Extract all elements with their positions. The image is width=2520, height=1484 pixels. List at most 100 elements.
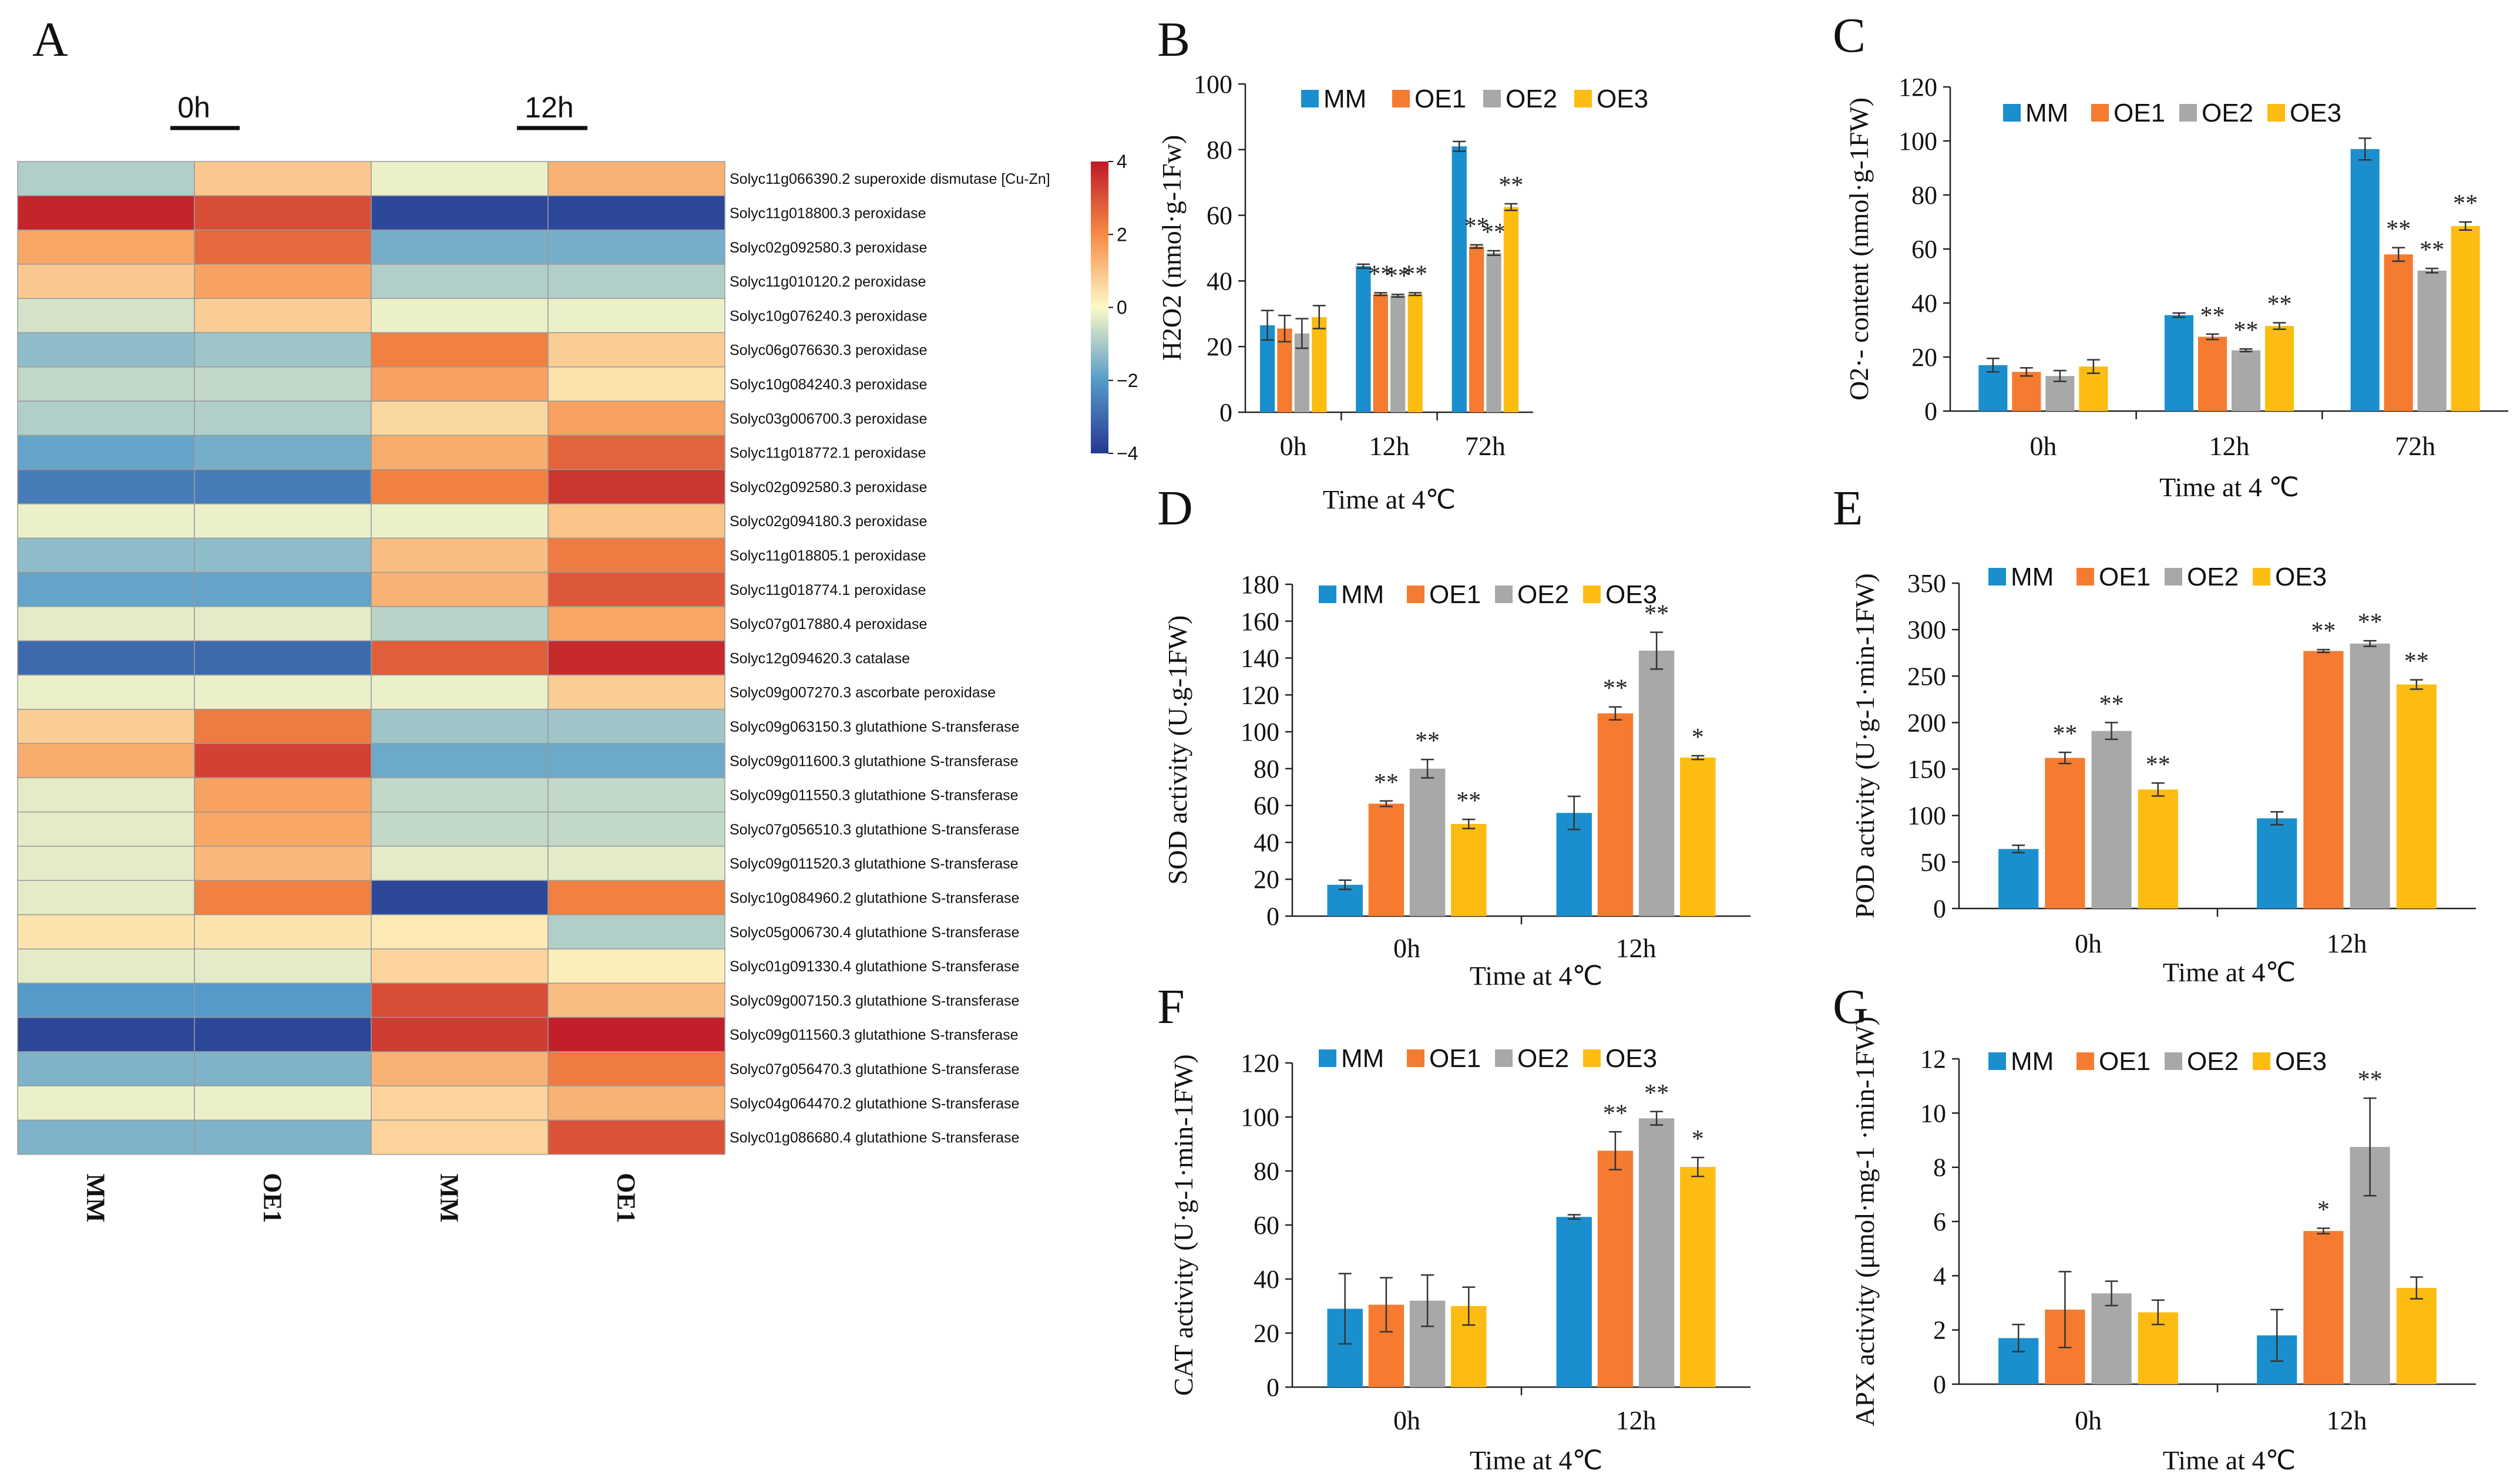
heatmap-cell <box>371 503 549 539</box>
heatmap-cell <box>371 1051 549 1086</box>
y-tick-label: 80 <box>1254 1157 1279 1186</box>
y-tick-label: 80 <box>1207 136 1232 164</box>
legend-label-oe1: OE1 <box>1429 1044 1481 1073</box>
bar-oe2 <box>1390 295 1406 412</box>
heatmap-cell <box>547 1085 725 1121</box>
x-axis-label: Time at 4 ℃ <box>2159 472 2299 502</box>
heatmap-cell <box>371 709 549 744</box>
legend-swatch-oe2 <box>1483 90 1501 107</box>
y-tick-label: 20 <box>1207 332 1232 361</box>
colorbar <box>1091 161 1108 453</box>
legend-label-mm: MM <box>2025 99 2068 127</box>
heatmap-cell <box>194 366 372 402</box>
heatmap-cell <box>371 264 549 299</box>
heatmap-cell <box>371 571 549 607</box>
legend-label-oe2: OE2 <box>1517 580 1569 609</box>
heatmap-cell <box>17 880 195 916</box>
y-tick-label: 80 <box>1254 755 1279 783</box>
y-axis-label: SOD activity (U.g-1FW) <box>1162 615 1192 885</box>
panel-letter-g: G <box>1833 980 1869 1034</box>
heatmap-cell <box>17 195 195 231</box>
bar-mm <box>1556 1217 1592 1387</box>
heatmap-cell <box>17 1119 195 1155</box>
legend-label-oe2: OE2 <box>1517 1044 1569 1073</box>
heatmap-cell <box>547 880 725 916</box>
heatmap-cell <box>371 948 549 984</box>
legend-label-mm: MM <box>2011 563 2054 591</box>
y-tick-label: 2 <box>1933 1316 1946 1345</box>
bar-oe3 <box>1312 317 1327 412</box>
heatmap-cell <box>17 914 195 950</box>
heatmap-cell <box>17 743 195 779</box>
heatmap-cell <box>17 1085 195 1121</box>
significance-mark: ** <box>2358 1066 2383 1093</box>
y-tick-label: 20 <box>1254 1319 1279 1348</box>
y-tick-label: 140 <box>1241 644 1279 673</box>
heatmap-cell <box>547 401 725 436</box>
heatmap-cell <box>194 640 372 676</box>
legend-swatch-mm <box>2003 104 2021 122</box>
heatmap-cell <box>17 264 195 299</box>
heatmap-cell <box>17 503 195 539</box>
bar-oe3 <box>2396 684 2437 908</box>
significance-mark: ** <box>1386 263 1410 290</box>
heatmap-cell <box>371 1085 549 1121</box>
heatmap-cell <box>194 1051 372 1086</box>
significance-mark: ** <box>1415 728 1440 755</box>
y-tick-label: 100 <box>1899 127 1937 156</box>
x-category-label: 0h <box>2030 431 2057 461</box>
heatmap-row-label: Solyc02g092580.3 peroxidase <box>730 240 927 256</box>
bar-oe3 <box>1407 294 1423 412</box>
heatmap-cell <box>194 435 372 470</box>
significance-mark: ** <box>2146 751 2170 778</box>
legend-swatch-mm <box>1319 1049 1336 1067</box>
heatmap-cell <box>547 606 725 641</box>
y-tick-label: 100 <box>1241 1103 1279 1132</box>
legend-label-oe2: OE2 <box>2187 1047 2239 1076</box>
heatmap-col-label: MM <box>82 1173 110 1222</box>
bar-oe1 <box>2303 651 2344 908</box>
y-tick-label: 250 <box>1907 662 1946 691</box>
heatmap-row-label: Solyc01g086680.4 glutathione S-transfera… <box>730 1130 1019 1146</box>
legend-label-oe2: OE2 <box>2187 563 2239 591</box>
legend-label-oe1: OE1 <box>2099 1047 2151 1076</box>
y-tick-label: 120 <box>1241 1049 1279 1078</box>
panel-letter-d: D <box>1157 481 1193 536</box>
x-category-label: 12h <box>1616 1405 1657 1435</box>
legend-swatch-oe2 <box>2179 104 2197 122</box>
y-axis-label: CAT activity (U·g-1·min-1FW) <box>1168 1054 1198 1396</box>
heatmap-cell <box>547 537 725 573</box>
y-tick-label: 200 <box>1907 708 1946 737</box>
legend-swatch-mm <box>1319 585 1336 603</box>
bar-oe2 <box>2091 731 2132 908</box>
legend-swatch-oe2 <box>1495 585 1513 603</box>
y-tick-label: 0 <box>1266 902 1279 931</box>
y-tick-label: 160 <box>1241 607 1279 636</box>
legend-swatch-mm <box>1988 568 2006 585</box>
heatmap-cell <box>194 1017 372 1052</box>
heatmap-cell <box>194 948 372 984</box>
legend-label-mm: MM <box>1341 1044 1384 1073</box>
heatmap-cell <box>371 537 549 573</box>
heatmap-row-label: Solyc11g066390.2 superoxide dismutase [C… <box>730 171 1050 187</box>
heatmap-row-label: Solyc10g076240.3 peroxidase <box>730 308 927 324</box>
legend-swatch-oe2 <box>2165 1052 2182 1070</box>
bar-oe2 <box>1409 768 1446 916</box>
heatmap-cell <box>194 1085 372 1121</box>
heatmap-cell <box>547 435 725 470</box>
colorbar-tick-label: −4 <box>1117 443 1138 464</box>
bar-oe1 <box>2012 372 2041 411</box>
heatmap-cell <box>371 880 549 916</box>
heatmap-cell <box>371 298 549 334</box>
heatmap-cell <box>194 846 372 881</box>
heatmap-cell <box>371 332 549 368</box>
panel-letter-e: E <box>1833 481 1863 536</box>
bar-chart-c: C 0 20 40 60 80 100 120 0h 12h ** ** ** 72h ** ** ** MM OE… <box>1833 8 2508 502</box>
bar-chart-e: E 0 50 100 150 200 250 300 350 0h ** ** ** 12h ** ** ** M… <box>1833 481 2476 987</box>
heatmap-cell <box>371 606 549 641</box>
heatmap-cell <box>547 743 725 779</box>
heatmap-cell <box>371 743 549 779</box>
bar-oe1 <box>1469 246 1484 412</box>
